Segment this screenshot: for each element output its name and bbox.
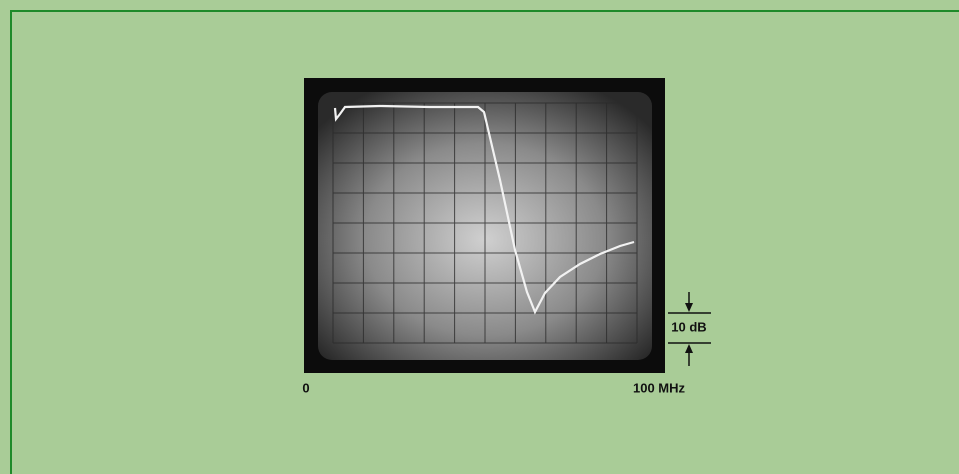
axis-start-label: 0 [302, 380, 309, 395]
border [10, 10, 959, 474]
scale-marker [668, 292, 711, 366]
graticule [332, 102, 638, 344]
arrow-head [685, 344, 693, 353]
arrow-head [685, 303, 693, 312]
response-trace [333, 104, 635, 315]
axis-end-label: 100 MHz [633, 380, 686, 395]
scale-label: 10 dB [671, 319, 706, 334]
